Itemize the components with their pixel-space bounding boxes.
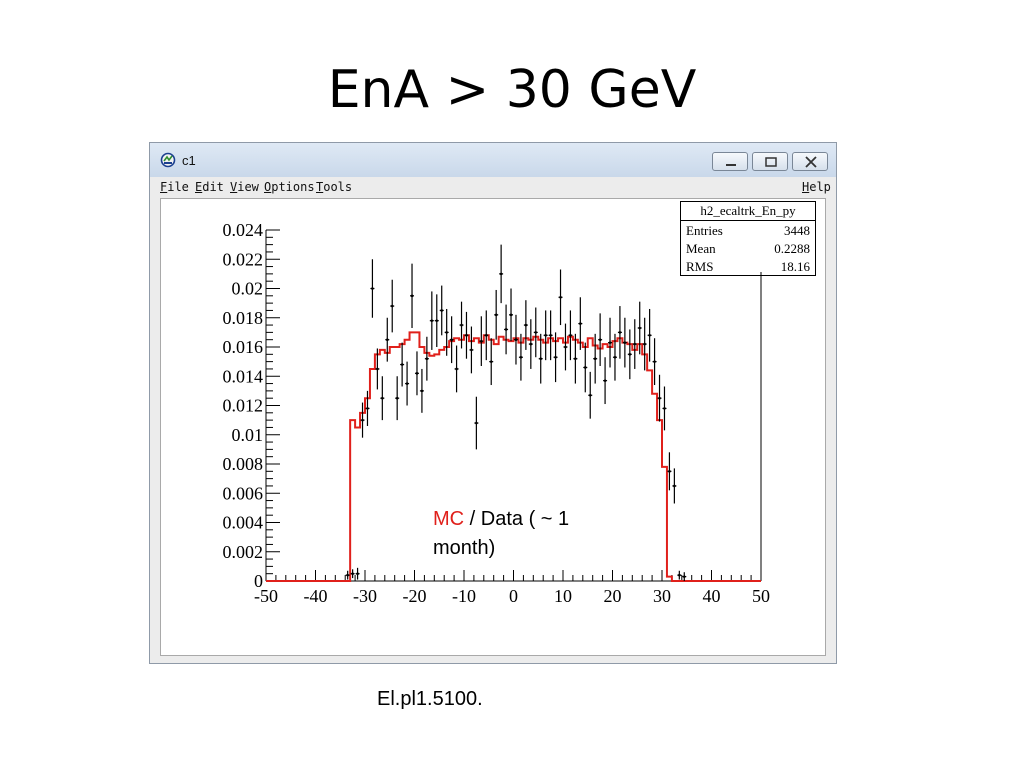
maximize-button[interactable] (752, 152, 788, 171)
close-icon (805, 156, 817, 168)
stats-label: Entries (686, 223, 723, 238)
menu-help-key: H (802, 180, 810, 194)
window-titlebar[interactable]: c1 (150, 143, 836, 177)
stats-row-mean: Mean 0.2288 (686, 240, 810, 258)
stats-value: 18.16 (780, 259, 810, 274)
menu-bar: File Edit View Options Tools Help (150, 177, 836, 197)
menu-file-label: ile (167, 180, 189, 194)
legend-mc-label: MC (433, 508, 465, 530)
slide-title: EnA > 30 GeV (327, 60, 697, 120)
menu-tools-label: ools (323, 180, 353, 194)
menu-options-label: ptions (271, 180, 315, 194)
stats-value: 0.2288 (774, 241, 810, 256)
stats-row-rms: RMS 18.16 (686, 258, 810, 276)
stats-label: Mean (686, 241, 716, 256)
close-button[interactable] (792, 152, 828, 171)
legend-data-label: / Data ( ~ 1 month) (433, 508, 570, 559)
minimize-icon (726, 164, 736, 166)
menu-view-label: iew (237, 180, 259, 194)
menu-file-key: F (160, 180, 168, 194)
menu-tools[interactable]: Tools (316, 180, 352, 194)
minimize-button[interactable] (712, 152, 748, 171)
menu-tools-key: T (316, 180, 324, 194)
stats-row-entries: Entries 3448 (686, 222, 810, 240)
window-title: c1 (182, 153, 196, 168)
stats-label: RMS (686, 259, 714, 274)
menu-view[interactable]: View (230, 180, 259, 194)
legend-annotation: MC / Data ( ~ 1 month) (433, 505, 633, 563)
menu-edit-label: dit (202, 180, 224, 194)
menu-edit[interactable]: Edit (195, 180, 224, 194)
slide-footer: El.pl1.5100. (377, 688, 483, 710)
menu-help-label: elp (809, 180, 831, 194)
stats-title: h2_ecaltrk_En_py (681, 202, 815, 221)
menu-help[interactable]: Help (802, 180, 831, 194)
root-canvas-icon (160, 152, 176, 168)
menu-file[interactable]: File (160, 180, 189, 194)
menu-view-key: V (230, 180, 238, 194)
menu-options-key: O (264, 180, 272, 194)
stats-value: 3448 (784, 223, 810, 238)
maximize-icon (765, 157, 777, 167)
stats-box[interactable]: h2_ecaltrk_En_py Entries 3448 Mean 0.228… (680, 201, 816, 276)
root-canvas-window: c1 File Edit View Options Tools Help h2_… (149, 142, 837, 664)
menu-edit-key: E (195, 180, 203, 194)
menu-options[interactable]: Options (264, 180, 315, 194)
